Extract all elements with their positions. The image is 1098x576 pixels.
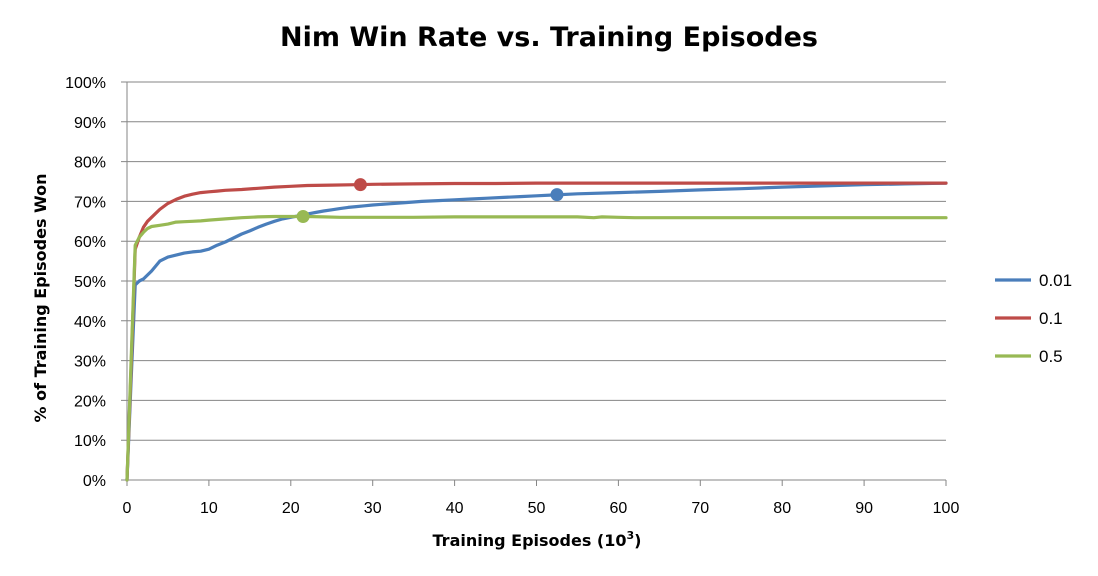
y-tick-label: 90% [74, 115, 106, 132]
y-tick-label: 50% [74, 274, 106, 291]
y-tick-label: 40% [74, 314, 106, 331]
marker-0.1 [353, 178, 367, 192]
x-tick-label: 50 [528, 500, 546, 517]
series-markers [296, 178, 564, 224]
x-axis-label-suffix: ) [634, 531, 641, 550]
x-axis-label: Training Episodes (103) [433, 529, 642, 550]
legend-label: 0.5 [1039, 347, 1063, 366]
x-axis-label-main: Training Episodes (10 [433, 531, 627, 550]
series-line-0.5 [125, 214, 948, 482]
x-tick-label: 30 [364, 500, 382, 517]
legend-label: 0.1 [1039, 309, 1063, 328]
series-line-0.01 [125, 181, 948, 482]
x-tick-label: 80 [773, 500, 791, 517]
y-tick-label: 30% [74, 354, 106, 371]
x-tick-label: 100 [933, 500, 960, 517]
x-tick-label: 90 [855, 500, 873, 517]
x-axis-tick-labels: 0 10 20 30 40 50 60 70 80 90 100 [123, 500, 960, 517]
x-tick-label: 10 [200, 500, 218, 517]
gridlines [121, 81, 946, 441]
series-line-0.1 [125, 181, 948, 482]
legend: 0.01 0.1 0.5 [995, 271, 1072, 366]
y-tick-label: 70% [74, 194, 106, 211]
y-axis-label: % of Training Episodes Won [31, 174, 50, 423]
y-tick-label: 10% [74, 433, 106, 450]
marker-0.01 [550, 188, 564, 202]
marker-0.5 [296, 210, 310, 224]
x-axis-label-superscript: 3 [627, 529, 635, 542]
x-tick-label: 60 [610, 500, 628, 517]
y-tick-label: 20% [74, 393, 106, 410]
x-tick-label: 70 [691, 500, 709, 517]
y-tick-label: 0% [83, 473, 106, 490]
y-axis-tick-labels: 0% 10% 20% 30% 40% 50% 60% 70% 80% 90% 100% [65, 75, 106, 490]
chart-title: Nim Win Rate vs. Training Episodes [280, 22, 818, 53]
y-tick-label: 80% [74, 155, 106, 172]
axes [121, 82, 947, 486]
legend-label: 0.01 [1039, 271, 1072, 290]
series-lines [125, 181, 948, 482]
x-tick-label: 20 [282, 500, 300, 517]
y-tick-label: 100% [65, 75, 106, 92]
y-tick-label: 60% [74, 234, 106, 251]
x-tick-label: 0 [123, 500, 132, 517]
x-tick-label: 40 [446, 500, 464, 517]
